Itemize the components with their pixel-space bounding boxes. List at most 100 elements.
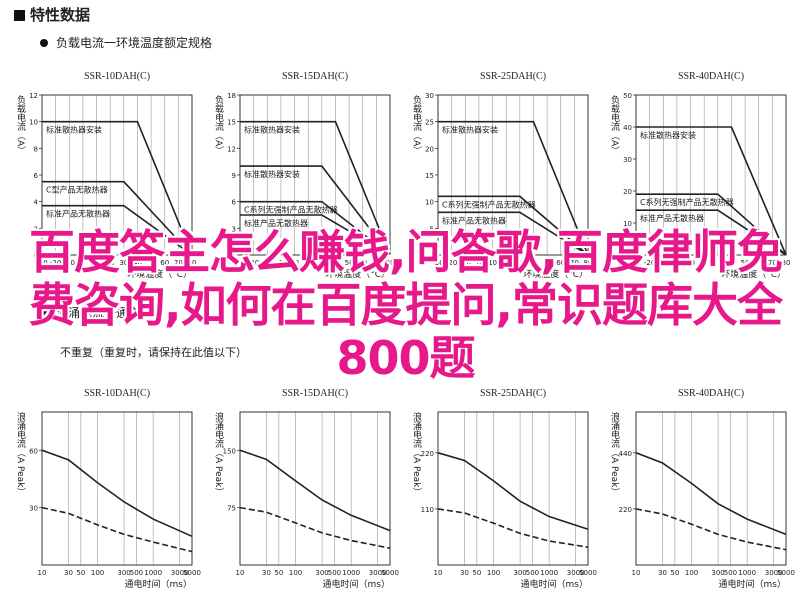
y-tick-label: 8	[34, 145, 38, 153]
x-tick-label: 500	[724, 569, 737, 577]
x-tick-label: 70	[174, 259, 183, 267]
curve	[636, 193, 787, 256]
x-tick-label: 70	[768, 259, 777, 267]
y-tick-label: 12	[29, 92, 38, 100]
curve	[636, 209, 787, 256]
curve-label: 标准散热器安装	[640, 130, 696, 140]
x-tick-label: 10	[236, 569, 245, 577]
y-tick-label: 110	[421, 506, 434, 514]
x-tick-label: 100	[685, 569, 698, 577]
x-tick-label: 500	[130, 569, 143, 577]
x-tick-label: 30	[262, 569, 271, 577]
y-tick-label: 15	[425, 172, 434, 180]
curve	[635, 452, 787, 536]
x-tick-label: 80	[782, 259, 791, 267]
curve	[239, 449, 391, 532]
curve	[438, 120, 589, 256]
plot-frame	[437, 94, 589, 256]
plot-frame	[41, 411, 193, 566]
x-tick-label: 20	[700, 259, 709, 267]
curve-label: 标准产品无散热器	[442, 215, 506, 225]
curve	[240, 120, 391, 256]
x-tick-label: 100	[289, 569, 302, 577]
x-tick-label: 10	[434, 569, 443, 577]
curve	[240, 165, 391, 256]
x-tick-label: 1000	[144, 569, 162, 577]
x-tick-label: 60	[358, 259, 367, 267]
y-tick-label: 5	[430, 225, 434, 233]
x-tick-label: 50	[741, 259, 750, 267]
x-tick-label: 10	[686, 259, 695, 267]
y-tick-label: 0	[34, 252, 38, 260]
curve-label: 标准散热器安装	[442, 125, 498, 135]
curve	[41, 506, 193, 553]
x-tick-label: -20	[50, 259, 61, 267]
x-tick-label: 30	[658, 569, 667, 577]
y-tick-label: 60	[29, 447, 38, 455]
x-tick-label: 30	[64, 569, 73, 577]
x-axis-label: 环境温度（°C）	[721, 268, 786, 280]
y-tick-label: 9	[232, 172, 236, 180]
x-tick-label: 50	[76, 569, 85, 577]
x-tick-label: 5000	[381, 569, 399, 577]
curve	[240, 214, 391, 256]
y-axis-label: 浪涌电流（A Peak）	[411, 411, 422, 496]
y-tick-label: 2	[34, 225, 38, 233]
x-tick-label: 300	[711, 569, 724, 577]
bullet	[40, 309, 48, 317]
y-axis-label: 浪涌电流（A Peak）	[213, 411, 224, 496]
curve	[41, 449, 193, 538]
plot-frame	[41, 94, 193, 256]
x-tick-label: -10	[64, 259, 75, 267]
chart-title: SSR-25DAH(C)	[480, 388, 546, 399]
x-tick-label: -20	[644, 259, 655, 267]
x-axis-label: 通电时间（ms）	[323, 578, 390, 590]
note: 不重复（重复时，请保持在此值以下）	[60, 345, 247, 359]
plot-frame	[437, 411, 589, 566]
x-tick-label: 0	[81, 259, 85, 267]
y-axis-label: 负载电流（A）	[609, 94, 620, 155]
x-axis-label: 通电时间（ms）	[521, 578, 588, 590]
x-tick-label: 30	[713, 259, 722, 267]
x-tick-label: 300	[513, 569, 526, 577]
x-tick-label: 5000	[183, 569, 201, 577]
x-axis-label: 环境温度（°C）	[325, 268, 390, 280]
plot-frame	[635, 411, 787, 566]
y-tick-label: 10	[29, 119, 38, 127]
x-tick-label: 0	[675, 259, 679, 267]
chart-title: SSR-25DAH(C)	[480, 71, 546, 82]
x-tick-label: 1000	[342, 569, 360, 577]
section-icon	[14, 10, 25, 21]
x-tick-label: 3000	[171, 569, 189, 577]
x-tick-label: 60	[754, 259, 763, 267]
y-axis-label: 浪涌电流（A Peak）	[609, 411, 620, 496]
y-tick-label: 440	[619, 450, 632, 458]
curve-label: C系列无强制产品无散热器	[640, 197, 734, 207]
x-tick-label: 30	[317, 259, 326, 267]
chart-title: SSR-40DAH(C)	[678, 71, 744, 82]
y-tick-label: 12	[227, 145, 236, 153]
plot-frame	[239, 411, 391, 566]
x-tick-label: 50	[472, 569, 481, 577]
curve	[42, 180, 193, 256]
curve-label: 标准散热器安装	[46, 125, 102, 135]
curve-label: C系列无强制产品无散热器	[442, 199, 536, 209]
x-tick-label: 80	[188, 259, 197, 267]
curve	[239, 506, 391, 549]
x-tick-label: 70	[570, 259, 579, 267]
curve-label: 标准产品无散热器	[46, 209, 110, 219]
x-tick-label: 40	[331, 259, 340, 267]
x-tick-label: -20	[248, 259, 259, 267]
x-tick-label: 80	[386, 259, 395, 267]
plot-frame	[635, 94, 787, 256]
x-tick-label: 3000	[765, 569, 783, 577]
x-tick-label: -10	[460, 259, 471, 267]
x-tick-label: 40	[133, 259, 142, 267]
bullet	[40, 39, 48, 47]
x-tick-label: 10	[290, 259, 299, 267]
curve-label: 标准产品无散热器	[244, 218, 308, 228]
x-tick-label: -10	[262, 259, 273, 267]
x-tick-label: -30	[432, 259, 443, 267]
x-tick-label: 100	[91, 569, 104, 577]
